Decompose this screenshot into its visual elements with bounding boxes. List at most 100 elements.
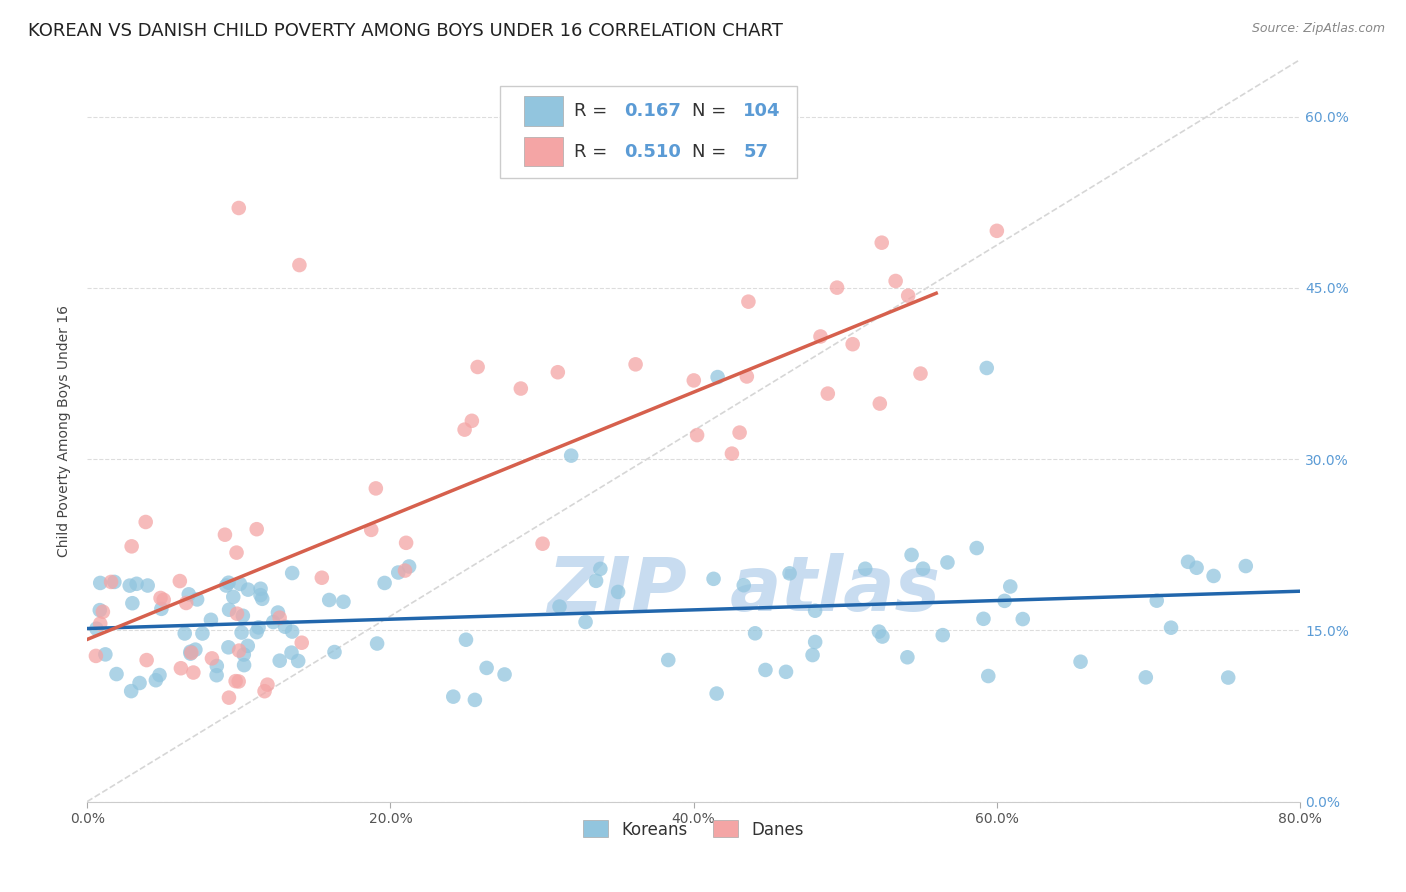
Point [735,369,758,384]
Point [149,591,172,605]
Text: R =: R = [574,102,613,120]
Point [215,578,238,592]
Point [280,646,302,660]
Point [218,603,240,617]
Point [868,624,890,639]
Point [703,572,725,586]
Point [226,607,249,621]
Point [624,357,647,371]
Point [966,541,988,555]
Point [86,622,108,636]
Legend: Koreans, Danes: Koreans, Danes [576,814,810,846]
Point [682,373,704,387]
Point [657,653,679,667]
Point [311,571,333,585]
FancyBboxPatch shape [524,136,562,167]
Point [269,654,291,668]
Point [475,661,498,675]
Point [801,648,824,662]
Point [201,651,224,665]
Point [1135,670,1157,684]
Point [89,603,111,617]
Point [1160,621,1182,635]
Point [323,645,346,659]
Point [232,608,254,623]
Point [910,367,932,381]
Point [267,606,290,620]
Point [135,515,157,529]
Point [291,636,314,650]
Point [560,449,582,463]
Point [249,588,271,602]
Point [103,574,125,589]
Point [170,661,193,675]
Text: 57: 57 [744,143,768,161]
Point [252,591,274,606]
Point [288,258,311,272]
Point [853,562,876,576]
Point [976,361,998,376]
Point [205,659,228,673]
Point [233,658,256,673]
Point [174,596,197,610]
Point [269,610,291,624]
Point [721,447,744,461]
Point [900,548,922,562]
Point [754,663,776,677]
Point [120,684,142,698]
Point [249,582,271,596]
Text: R =: R = [574,143,613,161]
Point [398,559,420,574]
Point [177,587,200,601]
Point [228,201,250,215]
Point [728,425,751,440]
Point [872,630,894,644]
Point [332,595,354,609]
Text: Source: ZipAtlas.com: Source: ZipAtlas.com [1251,22,1385,36]
Point [1234,559,1257,574]
Point [150,602,173,616]
Point [548,599,571,614]
Point [706,687,728,701]
Point [994,594,1017,608]
Point [145,673,167,688]
Text: 0.167: 0.167 [624,102,682,120]
Point [932,628,955,642]
Point [91,605,114,619]
Point [179,645,201,659]
Point [225,546,247,560]
Point [733,578,755,592]
Point [183,665,205,680]
Point [1011,612,1033,626]
Point [218,690,240,705]
Point [246,625,269,640]
Text: 104: 104 [744,102,780,120]
Point [441,690,464,704]
Point [841,337,863,351]
Point [256,678,278,692]
Point [222,590,245,604]
Point [366,636,388,650]
Point [810,329,832,343]
Point [936,556,959,570]
Point [394,564,416,578]
Point [585,574,607,588]
Point [775,665,797,679]
Point [509,382,531,396]
Point [148,668,170,682]
Point [986,224,1008,238]
Point [287,654,309,668]
Point [89,576,111,591]
Point [236,582,259,597]
Text: atlas: atlas [730,553,941,627]
Point [180,646,202,660]
Point [869,396,891,410]
Point [706,370,728,384]
Point [136,578,159,592]
Point [262,615,284,629]
Text: N =: N = [692,102,733,120]
Point [231,625,253,640]
Point [686,428,709,442]
FancyBboxPatch shape [524,96,562,126]
Point [804,635,827,649]
